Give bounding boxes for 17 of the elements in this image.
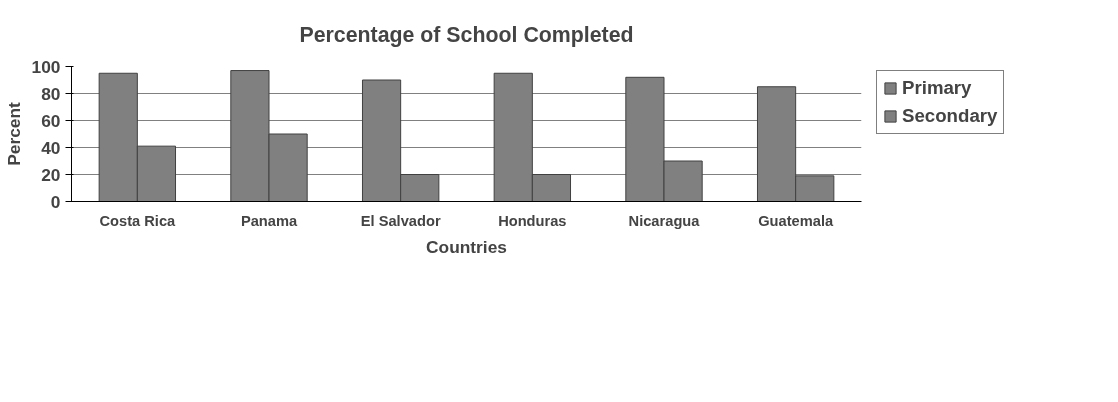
x-tick-label: Panama xyxy=(240,212,298,229)
legend-label: Secondary xyxy=(902,104,998,127)
x-tick-label: Honduras xyxy=(498,212,567,229)
y-axis-title: Percent xyxy=(3,101,24,166)
x-tick-label: El Salvador xyxy=(360,212,441,229)
x-tick-label: Guatemala xyxy=(758,212,834,229)
y-tick-label: 80 xyxy=(41,83,61,104)
y-tick-label: 60 xyxy=(41,110,61,131)
x-axis-title: Countries xyxy=(426,236,507,257)
y-tick-label: 100 xyxy=(31,56,61,77)
y-tick-label: 0 xyxy=(50,191,61,212)
x-tick-label: Costa Rica xyxy=(99,212,177,229)
legend-label: Primary xyxy=(902,76,972,99)
y-tick-label: 20 xyxy=(41,164,61,185)
x-tick-label: Nicaragua xyxy=(628,212,701,229)
chart-title: Percentage of School Completed xyxy=(299,22,634,47)
y-tick-label: 40 xyxy=(41,137,61,158)
